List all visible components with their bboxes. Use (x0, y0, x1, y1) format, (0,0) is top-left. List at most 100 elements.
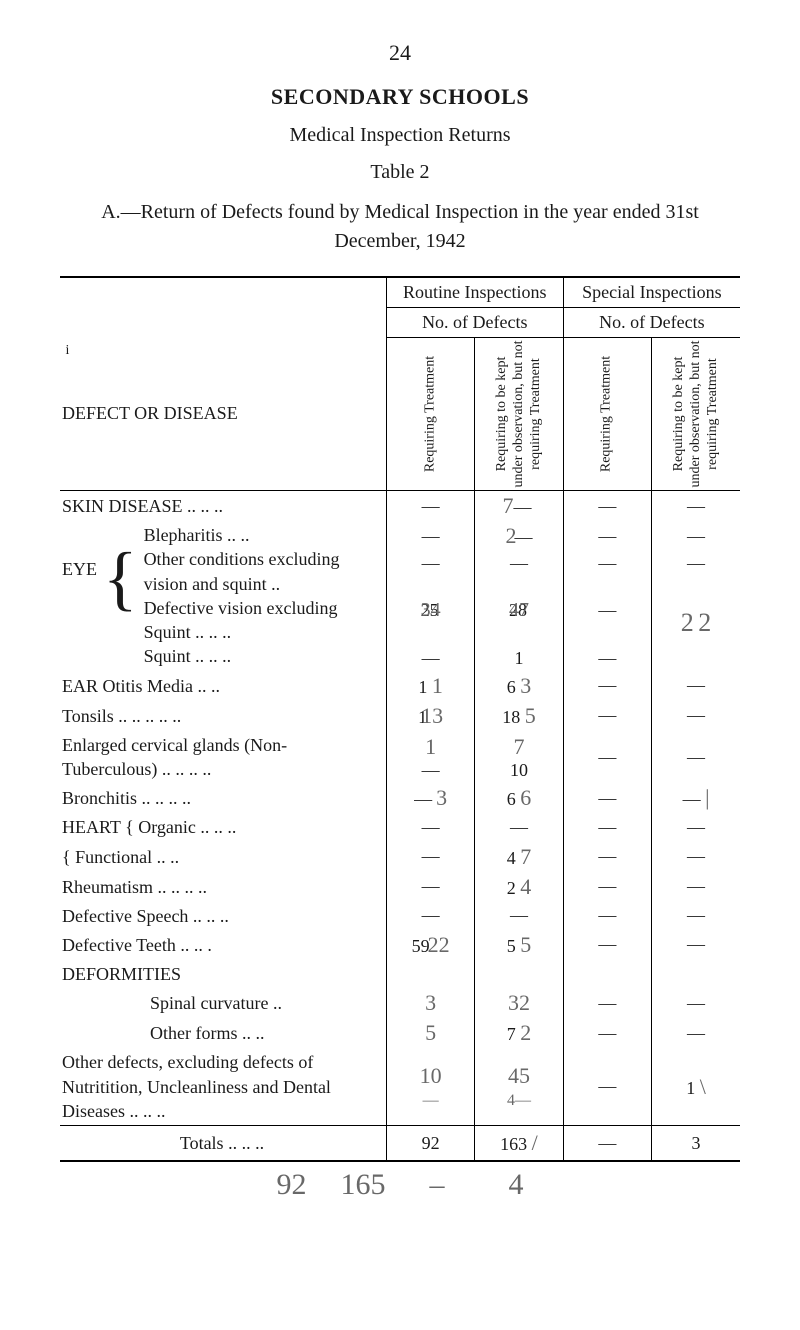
row-deform-head: DEFORMITIES (60, 960, 386, 988)
row-eye-squint-s1: — (563, 646, 651, 671)
row-otherdef-s1: — (563, 1048, 651, 1125)
row-tonsils-r1: 113 (386, 701, 474, 731)
row-eye-other-label: Other conditions excluding vision and sq… (144, 547, 382, 596)
row-eye-other-s2: — (652, 551, 740, 576)
col-req-treatment-1: Requiring Treatment (422, 356, 439, 472)
subtitle: Medical Inspection Returns (60, 124, 740, 147)
row-heart-org-r1: — (386, 813, 474, 841)
row-eye-defv-label: Defective vision excluding Squint .. .. … (144, 596, 382, 645)
row-bronch-label: Bronchitis .. .. .. .. (60, 783, 386, 813)
row-spinal-label: Spinal curvature .. (60, 988, 386, 1018)
page: 24 SECONDARY SCHOOLS Medical Inspection … (0, 0, 800, 1330)
row-rheum-label: Rheumatism .. .. .. .. (60, 872, 386, 902)
row-ear-r1: 1 1 (386, 671, 474, 701)
row-heart-org-r2: — (475, 813, 563, 841)
row-otherf-r1: 5 (386, 1018, 474, 1048)
title: SECONDARY SCHOOLS (60, 84, 740, 110)
row-otherdef-r2: 45 4― (475, 1048, 563, 1125)
col-req-kept-1: Requiring to be kept under observation, … (494, 339, 544, 489)
row-eye-defv-r2: 2847 (475, 576, 563, 646)
row-totals-r2: 163 / (475, 1126, 563, 1162)
row-totals-s2: 3 (652, 1126, 740, 1162)
row-heart-org-label: HEART { Organic .. .. .. (60, 813, 386, 841)
col-req-treatment-2: Requiring Treatment (599, 356, 616, 472)
row-eye-other-s1: — (563, 551, 651, 576)
row-spinal-r2: 32 (475, 988, 563, 1018)
row-heart-fun-label: { Functional .. .. (60, 842, 386, 872)
row-eye-defv-s2: 2 2 (652, 576, 740, 671)
row-otherf-s2: — (652, 1018, 740, 1048)
row-teeth-r1: 5922 (386, 930, 474, 960)
handwritten-totals: 92 165 – 4 (60, 1168, 740, 1202)
row-skin-r1: — (386, 491, 474, 522)
row-eye-squint-r2: 1 (475, 646, 563, 671)
row-eye-bleph-label: Blepharitis .. .. (144, 523, 382, 547)
row-teeth-s2: — (652, 930, 740, 960)
row-eye-squint-label: Squint .. .. .. (144, 644, 382, 668)
row-rheum-r2: 2 4 (475, 872, 563, 902)
row-skin-label: SKIN DISEASE .. .. .. (60, 491, 386, 522)
row-bronch-r2: 6 6 (475, 783, 563, 813)
row-bronch-s2: — | (652, 783, 740, 813)
col-routine: Routine Inspections (386, 277, 563, 308)
row-spinal-r1: 3 (386, 988, 474, 1018)
row-eye-defv-r1: 2534 (386, 576, 474, 646)
row-glands-s1: — (563, 731, 651, 784)
row-ear-s1: — (563, 671, 651, 701)
row-skin-r2: 7— (475, 491, 563, 522)
row-otherf-s1: — (563, 1018, 651, 1048)
row-ear-s2: — (652, 671, 740, 701)
row-speech-r1: — (386, 902, 474, 930)
row-rheum-r1: — (386, 872, 474, 902)
row-eye-bleph-r2: 2— (475, 521, 563, 551)
row-teeth-r2: 5 5 (475, 930, 563, 960)
row-otherdef-s2: 1 \ (652, 1048, 740, 1125)
defects-table: i DEFECT OR DISEASE Routine Inspections … (60, 276, 740, 1162)
row-otherdef-r1: 10 ― (386, 1048, 474, 1125)
brace-icon: { (103, 523, 144, 669)
row-speech-s1: — (563, 902, 651, 930)
row-glands-r2: 710 (475, 731, 563, 784)
caption: A.—Return of Defects found by Medical In… (90, 198, 710, 256)
row-speech-label: Defective Speech .. .. .. (60, 902, 386, 930)
col-no-defects-1: No. of Defects (386, 308, 563, 338)
row-otherf-r2: 7 2 (475, 1018, 563, 1048)
row-glands-label: Enlarged cervical glands (Non- Tuberculo… (60, 731, 386, 784)
row-spinal-s1: — (563, 988, 651, 1018)
row-eye-bleph-r1: — (386, 521, 474, 551)
col-special: Special Inspections (563, 277, 740, 308)
row-ear-label: EAR Otitis Media .. .. (60, 671, 386, 701)
row-tonsils-label: Tonsils .. .. .. .. .. (60, 701, 386, 731)
row-heart-fun-r1: — (386, 842, 474, 872)
row-tonsils-s1: — (563, 701, 651, 731)
table-label: Table 2 (60, 161, 740, 184)
page-number: 24 (60, 40, 740, 66)
row-tonsils-r2: 18 5 (475, 701, 563, 731)
row-totals-r1: 92 (386, 1126, 474, 1162)
col-no-defects-2: No. of Defects (563, 308, 740, 338)
row-glands-s2: — (652, 731, 740, 784)
col-req-kept-2: Requiring to be kept under observation, … (671, 339, 721, 489)
row-rheum-s1: — (563, 872, 651, 902)
row-eye-bleph-s2: — (652, 521, 740, 551)
row-totals-s1: — (563, 1126, 651, 1162)
row-bronch-r1: —3 (386, 783, 474, 813)
row-tonsils-s2: — (652, 701, 740, 731)
row-spinal-s2: — (652, 988, 740, 1018)
row-totals-label: Totals .. .. .. (60, 1126, 386, 1162)
row-eye-head: EYE (62, 523, 103, 669)
row-speech-s2: — (652, 902, 740, 930)
row-heart-org-s2: — (652, 813, 740, 841)
row-eye-squint-r1: — (386, 646, 474, 671)
row-teeth-s1: — (563, 930, 651, 960)
row-skin-s1: — (563, 491, 651, 522)
row-heart-fun-s1: — (563, 842, 651, 872)
row-glands-r1: 1— (386, 731, 474, 784)
row-eye-other-r2: — (475, 551, 563, 576)
row-otherf-label: Other forms .. .. (60, 1018, 386, 1048)
row-heart-fun-s2: — (652, 842, 740, 872)
row-teeth-label: Defective Teeth .. .. . (60, 930, 386, 960)
col-defect-label: DEFECT OR DISEASE (62, 403, 238, 423)
row-eye-other-r1: — (386, 551, 474, 576)
row-bronch-s1: — (563, 783, 651, 813)
